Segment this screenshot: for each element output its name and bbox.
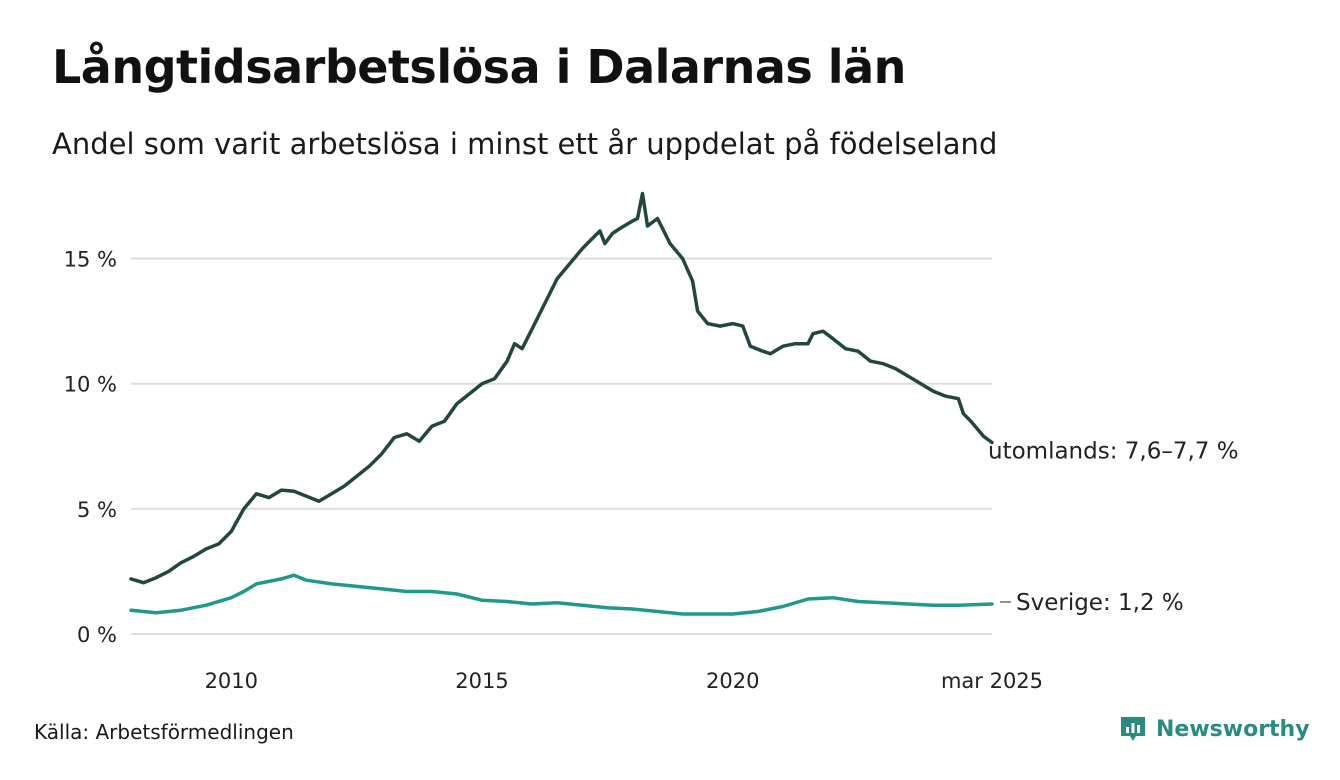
chart-title: Långtidsarbetslösa i Dalarnas län [52,40,906,94]
series-end-label-sverige: Sverige: 1,2 % [1016,590,1184,616]
x-tick-label: mar 2025 [941,669,1043,693]
series-lines [129,191,994,616]
series-line-sverige [129,573,994,616]
x-axis-ticks: 2010 2015 2020 mar 2025 [205,669,1043,693]
y-axis-ticks: 0 % 5 % 10 % 15 % [64,248,117,647]
y-tick-label: 10 % [64,373,117,397]
chart-subtitle: Andel som varit arbetslösa i minst ett å… [52,127,998,161]
x-tick-label: 2015 [455,669,508,693]
x-tick-label: 2010 [205,669,258,693]
y-tick-label: 5 % [77,498,117,522]
grid-lines [131,257,992,635]
series-end-labels: utomlands: 7,6–7,7 % Sverige: 1,2 % [988,439,1239,616]
series-end-label-utomlands: utomlands: 7,6–7,7 % [988,439,1239,465]
newsworthy-logo-icon [1121,717,1145,741]
brand-name: Newsworthy [1156,716,1310,742]
y-tick-label: 15 % [64,248,117,272]
y-tick-label: 0 % [77,623,117,647]
series-line-utomlands [129,191,994,585]
brand: Newsworthy [1118,714,1310,744]
source-note: Källa: Arbetsförmedlingen [34,720,294,744]
x-tick-label: 2020 [706,669,759,693]
